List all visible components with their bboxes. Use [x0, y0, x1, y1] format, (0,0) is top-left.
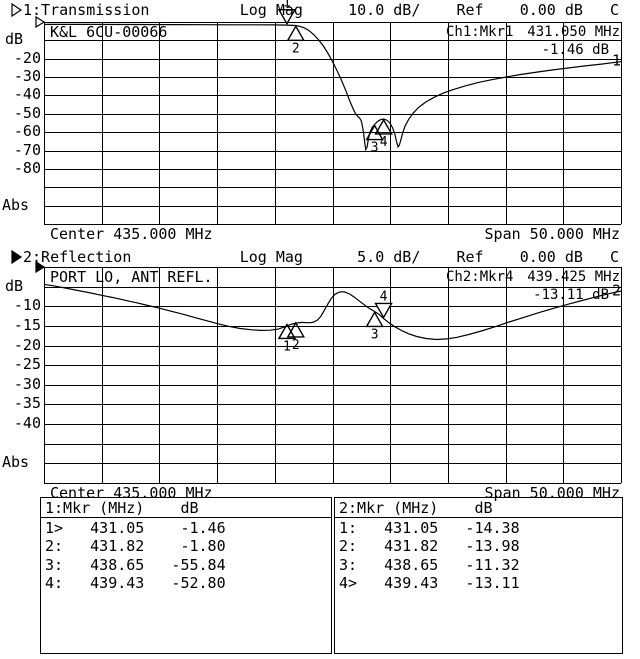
channel1-marker-frequency: 431.050 MHz	[527, 24, 620, 40]
marker-triangle-icon	[286, 24, 306, 42]
trace-line	[44, 23, 622, 152]
trace-number-label: 2	[612, 282, 621, 300]
y-axis-tick-label: -80	[13, 158, 41, 177]
y-axis-tick-label: -60	[13, 122, 41, 141]
marker-label: 2	[292, 338, 300, 353]
channel2-span: Span 50.000 MHz	[484, 484, 620, 502]
channel1-center-frequency: Center 435.000 MHz	[50, 225, 213, 243]
channel2-marker-frequency: 439.425 MHz	[527, 269, 620, 285]
reference-pointer-icon	[35, 260, 46, 274]
marker-label: 4	[380, 289, 388, 304]
marker-label: 4	[380, 135, 388, 150]
channel-pointer-icon	[11, 249, 23, 265]
channel2-center-frequency: Center 435.000 MHz	[50, 484, 213, 502]
marker-triangle-icon	[365, 124, 384, 141]
trace-number-label: 1	[612, 52, 621, 70]
marker-table-row: 4> 439.43 -13.11	[339, 573, 520, 592]
channel1-span: Span 50.000 MHz	[484, 225, 620, 243]
marker-table-channel2-rows: 1: 431.05 -14.38 2: 431.82 -13.98 3: 438.6…	[335, 518, 622, 592]
y-axis-tick-label: -10	[13, 296, 41, 315]
y-axis-tick-label: -70	[13, 140, 41, 159]
y-axis-unit-label: dB	[5, 276, 24, 295]
marker-table-channel1-rows: 1> 431.05 -1.46 2: 431.82 -1.80 3: 438.65 …	[41, 518, 331, 592]
y-axis-unit-label: dB	[5, 30, 24, 49]
channel2-marker-value: -13.11 dB	[533, 287, 609, 303]
marker-table-channel1-header: 1:Mkr (MHz) dB	[41, 498, 331, 518]
channel1-device-label: K&L 6CU-00066	[50, 23, 168, 41]
marker-table-row: 3: 438.65 -55.84	[45, 555, 226, 574]
marker-table-row: 4: 439.43 -52.80	[45, 573, 226, 592]
marker-label: 2	[292, 41, 300, 56]
reference-pointer-icon	[35, 15, 46, 29]
y-axis-tick-label: -20	[13, 48, 41, 67]
marker-flag-icon	[277, 8, 297, 26]
channel1-marker-value: -1.46 dB	[541, 42, 609, 58]
y-axis-tick-label: -40	[13, 85, 41, 104]
y-axis-tick-label: -40	[13, 414, 41, 433]
marker-table-channel2-header: 2:Mkr (MHz) dB	[335, 498, 622, 518]
marker-table-row: 2: 431.82 -1.80	[45, 537, 226, 556]
channel2-marker-readout-label: Ch2:Mkr4	[446, 269, 514, 285]
marker-table-row: 1: 431.05 -14.38	[339, 519, 520, 537]
marker-triangle-icon	[365, 311, 384, 328]
y-axis-tick-label: -35	[13, 394, 41, 413]
channel1-title: 1:Transmission Log Mag 10.0 dB/ Ref 0.00…	[23, 1, 620, 19]
y-axis-tick-label: -25	[13, 355, 41, 374]
marker-table-row: 3: 438.65 -11.32	[339, 555, 520, 574]
marker-table-row: 2: 431.82 -13.98	[339, 537, 520, 556]
marker-label: 3	[371, 327, 379, 342]
y-axis-tick-label: -30	[13, 67, 41, 86]
marker-flag-icon	[374, 302, 393, 319]
channel2-device-label: PORT LO, ANT REFL.	[50, 268, 213, 286]
channel2-title: 2:Reflection Log Mag 5.0 dB/ Ref 0.00 dB…	[23, 248, 620, 266]
trace-line	[43, 283, 622, 341]
channel1-marker-readout-label: Ch1:Mkr1	[446, 24, 514, 40]
y-axis-tick-label: -30	[13, 374, 41, 393]
y-axis-tick-label: -50	[13, 103, 41, 122]
marker-label: 3	[371, 141, 379, 156]
y-axis-tick-label: -20	[13, 335, 41, 354]
y-axis-tick-label: -15	[13, 315, 41, 334]
marker-label: 1	[283, 0, 291, 11]
marker-triangle-icon	[374, 118, 393, 135]
y-axis-abs-label: Abs	[2, 453, 30, 472]
marker-triangle-icon	[286, 321, 306, 338]
channel-pointer-icon	[11, 2, 23, 18]
marker-table-channel2: 2:Mkr (MHz) dB 1: 431.05 -14.38 2: 431.82…	[334, 497, 623, 654]
y-axis-abs-label: Abs	[2, 195, 30, 214]
marker-table-row: 1> 431.05 -1.46	[45, 519, 226, 537]
marker-table-channel1: 1:Mkr (MHz) dB 1> 431.05 -1.46 2: 431.82 …	[40, 497, 332, 654]
marker-label: 1	[283, 339, 291, 354]
